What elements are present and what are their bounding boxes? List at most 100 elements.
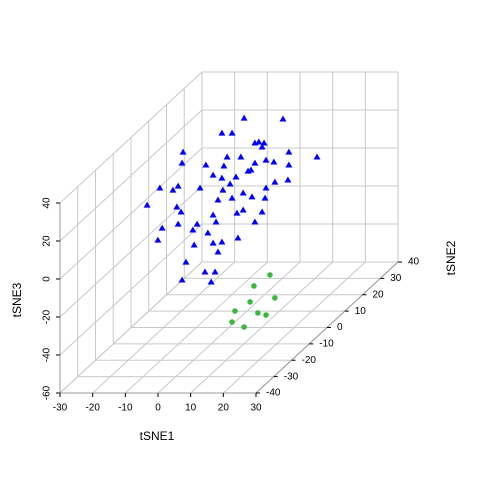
point: [190, 241, 198, 248]
point: [178, 276, 186, 283]
point: [240, 114, 248, 121]
z-tick-label: -60: [42, 385, 53, 400]
point: [156, 184, 164, 191]
x-tick-label: -30: [53, 403, 68, 414]
point: [272, 295, 278, 301]
point: [174, 182, 182, 189]
x-tick-label: -10: [118, 403, 133, 414]
point: [267, 272, 273, 278]
point: [178, 159, 186, 166]
x-tick-label: -20: [85, 403, 100, 414]
point: [244, 167, 252, 174]
point: [251, 218, 259, 225]
point: [218, 238, 226, 245]
z-axis-title: tSNE3: [10, 282, 24, 317]
z-tick-label: -20: [42, 309, 53, 324]
grid-line: [59, 261, 203, 394]
point: [211, 268, 219, 275]
point: [218, 174, 226, 181]
point: [251, 139, 259, 146]
point: [285, 148, 293, 155]
point: [209, 239, 217, 246]
point: [228, 194, 236, 201]
point: [239, 206, 247, 213]
grid-line: [59, 71, 203, 204]
point: [209, 171, 217, 178]
point: [232, 308, 238, 314]
z-tick-label: 0: [42, 276, 53, 282]
y-tick-label: -30: [284, 371, 299, 382]
y-tick-label: 10: [355, 306, 367, 317]
point: [258, 208, 266, 215]
point: [209, 211, 217, 218]
y-tick-label: -20: [302, 355, 317, 366]
point: [218, 129, 226, 136]
point: [154, 236, 162, 243]
point: [251, 159, 259, 166]
point: [262, 156, 270, 163]
y-tick-label: 40: [408, 257, 420, 268]
point: [189, 226, 197, 233]
point: [248, 193, 256, 200]
point: [174, 220, 182, 227]
point: [214, 196, 222, 203]
y-tick-label: 30: [390, 273, 402, 284]
point: [169, 186, 177, 193]
point: [271, 178, 279, 185]
point: [263, 312, 269, 318]
point: [229, 319, 235, 325]
point: [143, 201, 151, 208]
point: [212, 218, 220, 225]
point: [255, 310, 261, 316]
point: [226, 180, 234, 187]
point: [228, 129, 236, 136]
point: [207, 278, 215, 285]
point: [262, 184, 270, 191]
point: [258, 143, 266, 150]
point: [233, 209, 241, 216]
point: [270, 158, 278, 165]
grid-line: [59, 147, 203, 280]
point: [234, 234, 242, 241]
x-axis-title: tSNE1: [140, 429, 175, 443]
point: [204, 229, 212, 236]
grid-line: [59, 223, 203, 356]
point: [223, 153, 231, 160]
point: [232, 173, 240, 180]
point: [251, 283, 257, 289]
z-tick-label: -40: [42, 347, 53, 362]
point: [313, 153, 321, 160]
point: [219, 186, 227, 193]
point: [158, 224, 166, 231]
point: [279, 115, 287, 122]
y-tick-label: -40: [266, 388, 281, 399]
x-tick-label: 30: [250, 403, 262, 414]
point: [220, 162, 228, 169]
grid-line: [59, 109, 203, 242]
point: [179, 148, 187, 155]
point: [182, 258, 190, 265]
point: [284, 176, 292, 183]
y-tick-label: 0: [337, 322, 343, 333]
point: [173, 203, 181, 210]
point: [202, 161, 210, 168]
point: [177, 208, 185, 215]
point: [239, 189, 247, 196]
point: [193, 220, 201, 227]
y-axis-title: tSNE2: [444, 240, 458, 275]
point: [247, 299, 253, 305]
point: [261, 194, 269, 201]
x-tick-label: 0: [155, 403, 161, 414]
x-tick-label: 20: [218, 403, 230, 414]
point: [201, 268, 209, 275]
z-tick-label: 40: [42, 197, 53, 209]
y-tick-label: 20: [373, 289, 385, 300]
point: [255, 138, 263, 145]
z-tick-label: 20: [42, 235, 53, 247]
point: [241, 324, 247, 330]
x-tick-label: 10: [185, 403, 197, 414]
point: [214, 248, 222, 255]
point: [285, 161, 293, 168]
point: [196, 184, 204, 191]
